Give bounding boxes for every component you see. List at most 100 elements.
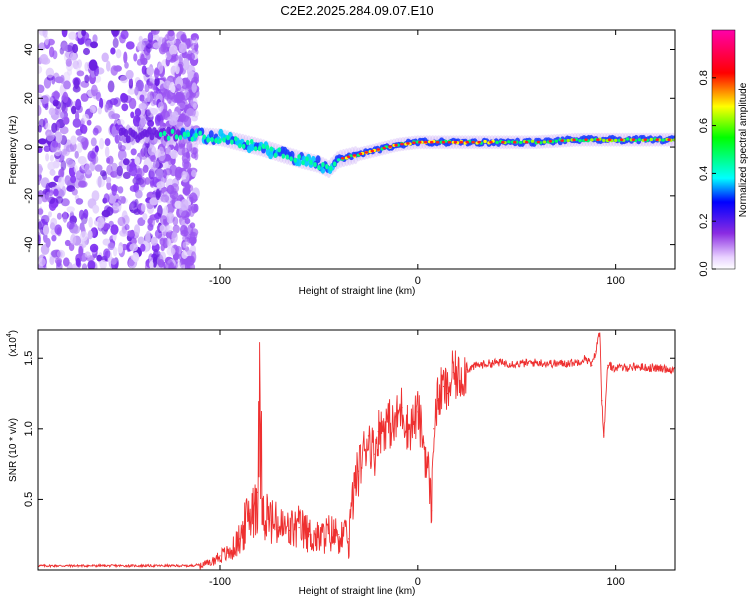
- noise-blob: [68, 242, 75, 252]
- snr-point: [189, 565, 191, 567]
- noise-blob: [112, 37, 119, 49]
- noise-blob: [125, 69, 134, 80]
- ridge-peak: [394, 143, 398, 147]
- snr-point: [407, 428, 409, 430]
- noise-blob: [181, 170, 187, 180]
- noise-blob: [87, 230, 93, 240]
- noise-blob: [66, 206, 75, 213]
- snr-point: [308, 534, 310, 536]
- ridge-peak: [584, 138, 588, 141]
- noise-blob: [75, 257, 81, 267]
- snr-point: [437, 400, 439, 402]
- snr-point: [446, 392, 449, 395]
- noise-blob: [103, 193, 110, 203]
- noise-blob: [175, 83, 182, 92]
- noise-blob: [104, 138, 111, 147]
- noise-blob: [60, 74, 65, 84]
- noise-blob: [62, 211, 68, 223]
- ridge-core: [637, 138, 642, 142]
- noise-blob: [174, 64, 180, 75]
- noise-blob: [90, 137, 97, 147]
- noise-blob: [96, 216, 105, 229]
- ridge-peak: [364, 151, 369, 154]
- ridge-core: [214, 138, 218, 144]
- snr-point: [496, 361, 498, 364]
- snr-point: [585, 357, 587, 359]
- noise-blob: [38, 42, 46, 51]
- noise-blob: [185, 151, 190, 159]
- noise-blob: [182, 158, 190, 170]
- noise-blob: [86, 119, 92, 126]
- noise-blob: [99, 137, 105, 150]
- noise-blob: [137, 168, 145, 178]
- colorbar-tick-label: 0.0: [698, 261, 710, 276]
- noise-blob: [51, 140, 59, 148]
- noise-blob: [168, 262, 175, 269]
- noise-blob: [38, 146, 43, 153]
- noise-blob: [38, 138, 47, 145]
- noise-blob: [191, 169, 197, 177]
- ridge-peak: [376, 148, 381, 151]
- ridge-peak: [536, 140, 541, 144]
- noise-blob: [76, 135, 86, 143]
- snr-axes: -100 0 100 0.5 1.0 1.5: [23, 330, 675, 588]
- noise-blob: [63, 257, 70, 267]
- snr-xtick-label: -100: [209, 576, 231, 588]
- noise-blob: [141, 203, 146, 212]
- noise-blob: [79, 231, 88, 242]
- noise-blob: [181, 210, 190, 220]
- noise-blob: [138, 103, 147, 110]
- noise-blob: [106, 164, 113, 176]
- snr-point: [591, 364, 593, 366]
- noise-blob: [90, 152, 96, 159]
- ridge-core: [313, 162, 317, 168]
- noise-blob: [76, 70, 85, 77]
- noise-blob: [94, 164, 103, 172]
- noise-blob: [166, 247, 176, 256]
- noise-blob: [53, 188, 59, 197]
- noise-blob: [129, 243, 139, 252]
- ridge-peak: [607, 138, 612, 141]
- colorbar-label: Normalized spectral amplitude: [738, 82, 749, 217]
- noise-blob: [193, 203, 199, 213]
- noise-blob: [69, 211, 75, 222]
- snr-point: [373, 453, 375, 455]
- noise-blob: [186, 141, 193, 152]
- noise-blob: [140, 243, 146, 252]
- noise-blob: [129, 203, 134, 211]
- noise-blob: [170, 53, 179, 62]
- snr-multiplier-base: (x10: [8, 337, 19, 357]
- snr-point: [555, 363, 557, 365]
- noise-blob: [92, 34, 98, 43]
- ridge-core: [542, 140, 547, 144]
- noise-blob: [117, 216, 126, 227]
- noise-blob: [128, 97, 137, 110]
- ridge-peak: [429, 140, 434, 144]
- noise-blob: [47, 161, 56, 171]
- noise-blob: [70, 135, 77, 145]
- ridge-core: [289, 156, 294, 162]
- ridge-core: [309, 159, 313, 165]
- noise-blob: [95, 91, 102, 102]
- ridge-peak: [489, 140, 493, 144]
- snr-point: [516, 363, 518, 365]
- ridge-core: [210, 137, 214, 143]
- noise-blob: [159, 237, 166, 246]
- noise-blob: [142, 164, 149, 173]
- snr-point: [80, 565, 83, 567]
- snr-point: [239, 538, 241, 540]
- noise-blob: [117, 245, 124, 254]
- noise-blob: [87, 260, 96, 269]
- noise-blob: [150, 155, 157, 163]
- noise-blob: [181, 250, 188, 259]
- snr-point: [219, 555, 221, 557]
- noise-blob: [46, 131, 55, 142]
- noise-blob: [117, 186, 124, 194]
- noise-blob: [38, 257, 46, 267]
- noise-blob: [134, 156, 141, 166]
- ridge-cell: [296, 158, 302, 167]
- noise-blob: [185, 91, 195, 101]
- snr-point: [615, 367, 617, 369]
- noise-blob: [38, 118, 46, 128]
- snr-point: [357, 470, 360, 472]
